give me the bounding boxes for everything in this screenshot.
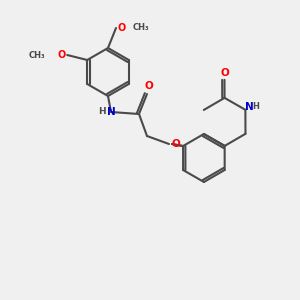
Text: O: O bbox=[172, 139, 180, 149]
Text: O: O bbox=[118, 23, 126, 33]
Text: H: H bbox=[98, 107, 106, 116]
Text: O: O bbox=[145, 81, 153, 91]
Text: O: O bbox=[57, 50, 65, 60]
Text: CH₃: CH₃ bbox=[28, 50, 45, 59]
Text: N: N bbox=[245, 102, 254, 112]
Text: H: H bbox=[252, 102, 259, 111]
Text: O: O bbox=[220, 68, 229, 78]
Text: CH₃: CH₃ bbox=[133, 23, 150, 32]
Text: N: N bbox=[106, 107, 116, 117]
